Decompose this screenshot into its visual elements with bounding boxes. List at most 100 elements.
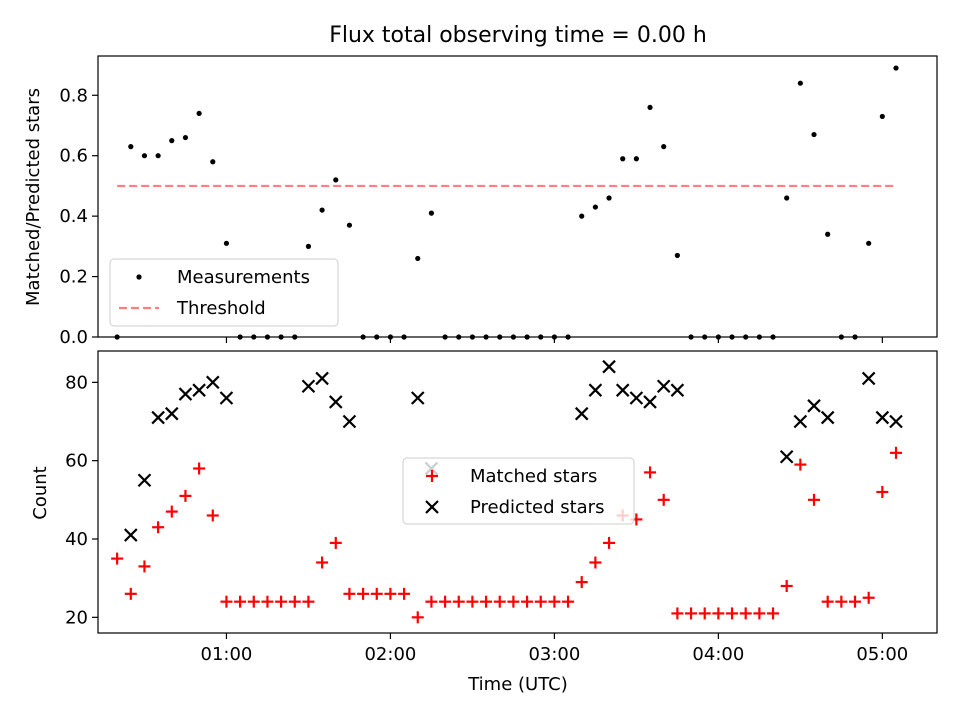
measurement-point [428, 210, 435, 216]
legend-threshold-label: Threshold [176, 298, 266, 319]
measurement-point [278, 334, 284, 340]
predicted-star-point [219, 391, 234, 405]
top-y-tick-label: 0.8 [59, 85, 88, 106]
matched-star-point [384, 587, 397, 600]
measurement-point [825, 231, 831, 237]
predicted-star-point [588, 383, 603, 397]
top-y-tick-label: 0.4 [59, 206, 88, 227]
matched-star-point [780, 580, 793, 592]
predicted-star-point [410, 391, 425, 405]
measurement-point [797, 80, 803, 86]
measurement-point [237, 334, 243, 340]
bottom-x-tick-label: 03:00 [528, 644, 580, 665]
measurement-point [155, 153, 161, 159]
measurement-point [811, 131, 817, 138]
measurement-point [169, 138, 175, 144]
measurement-point [333, 177, 339, 183]
predicted-star-point [151, 410, 165, 425]
measurement-point [551, 334, 557, 340]
predicted-star-point [137, 473, 152, 488]
matched-star-point [398, 587, 411, 600]
measurement-point [374, 334, 380, 340]
bottom-y-axis: 20 40 60 80 [65, 372, 98, 628]
predicted-star-point [670, 383, 685, 397]
matched-star-point [261, 595, 274, 608]
measurement-point [770, 334, 776, 340]
matched-star-point [288, 595, 301, 608]
top-y-axis-label: Matched/Predicted stars [23, 88, 44, 306]
top-panel-frame [97, 55, 938, 338]
matched-star-point [835, 595, 848, 608]
top-legend-frame [109, 258, 339, 327]
matched-star-point [152, 521, 165, 534]
matched-star-point [767, 607, 780, 620]
measurement-point [182, 134, 189, 141]
matched-star-point [862, 591, 875, 604]
predicted-star-point [602, 359, 616, 374]
predicted-star-point [165, 406, 179, 421]
matched-star-point [357, 587, 370, 600]
measurement-point [688, 334, 694, 340]
matched-star-point [589, 556, 602, 569]
measurement-point [661, 144, 667, 150]
matched-star-point [329, 536, 342, 549]
measurement-point [497, 334, 503, 340]
measurement-point [784, 195, 790, 201]
measurement-point [223, 240, 230, 246]
matched-star-point [876, 486, 889, 498]
measurement-point [387, 334, 394, 340]
matched-star-point [575, 576, 588, 589]
bottom-legend: Matched stars Predicted stars [402, 457, 635, 525]
bottom-x-axis: 01:00 02:00 03:00 04:00 05:00 [201, 633, 908, 665]
matched-star-point [739, 607, 752, 620]
measurement-point [469, 334, 476, 340]
legend-matched-label: Matched stars [470, 466, 597, 487]
measurement-point [702, 334, 708, 340]
measurement-point [264, 334, 271, 340]
matched-star-point [206, 509, 219, 522]
measurement-point [743, 334, 749, 340]
matched-star-point [165, 505, 178, 518]
measurement-point [442, 334, 448, 340]
predicted-star-point [301, 379, 316, 394]
predicted-star-point [807, 399, 821, 413]
bottom-panel: 20 40 60 80 01:00 02:00 03:00 04:00 05:00 Count… [30, 350, 938, 695]
matched-star-point [316, 556, 329, 569]
top-plot-area [114, 65, 899, 340]
predicted-star-point [315, 371, 329, 386]
measurement-point [633, 156, 639, 162]
measurement-point [756, 334, 762, 340]
bottom-legend-frame [402, 457, 635, 525]
matched-star-point [193, 462, 206, 475]
measurement-point [510, 334, 517, 340]
measurement-point [305, 243, 312, 249]
matched-star-point [821, 595, 834, 608]
matched-star-point [753, 607, 766, 620]
top-y-tick-label: 0.6 [59, 146, 88, 167]
matched-star-point [124, 587, 137, 600]
predicted-star-point [615, 383, 630, 397]
measurement-point [579, 213, 585, 219]
predicted-star-point [328, 395, 343, 409]
predicted-star-point [793, 414, 808, 429]
measurement-point [620, 156, 626, 162]
matched-star-point [179, 489, 192, 502]
predicted-star-point [124, 528, 138, 542]
top-legend: Measurements Threshold [109, 258, 339, 327]
matched-star-point [439, 595, 452, 608]
predicted-star-point [643, 395, 657, 409]
matched-star-point [712, 607, 725, 620]
matched-star-point [220, 595, 233, 608]
bottom-x-axis-label: Time (UTC) [467, 674, 568, 695]
measurement-point [647, 104, 653, 110]
measurement-point [729, 334, 735, 340]
matched-star-point [411, 611, 424, 624]
predicted-star-point [875, 410, 890, 425]
predicted-star-point [629, 391, 644, 405]
matched-star-point [534, 595, 547, 608]
predicted-star-point [820, 410, 835, 425]
measurement-point [866, 240, 872, 246]
matched-star-point [890, 446, 903, 459]
measurement-point [879, 113, 885, 120]
